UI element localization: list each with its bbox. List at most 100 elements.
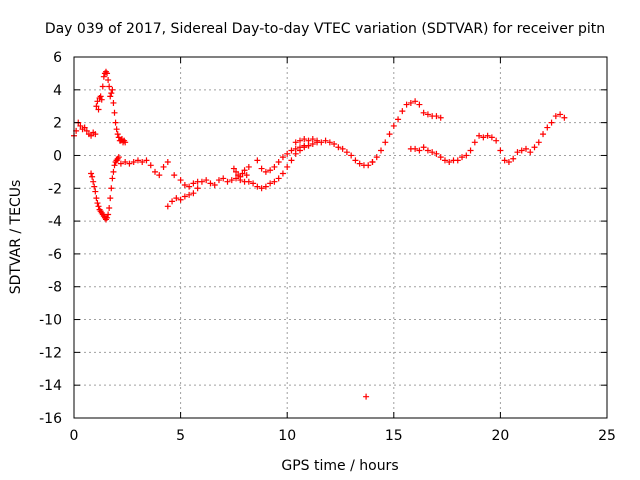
data-point	[275, 159, 282, 166]
data-point	[343, 149, 350, 156]
data-point	[111, 162, 118, 169]
data-point	[531, 144, 538, 151]
x-tick-label: 5	[176, 428, 185, 444]
data-point	[177, 196, 184, 203]
data-point	[203, 177, 210, 184]
data-point	[433, 150, 440, 157]
data-series	[292, 136, 321, 146]
data-point	[395, 116, 402, 123]
data-point	[279, 170, 286, 177]
data-point	[292, 145, 299, 152]
data-point	[369, 159, 376, 166]
data-point	[115, 134, 122, 141]
data-point	[186, 183, 193, 190]
data-point	[420, 109, 427, 116]
data-point	[254, 183, 261, 190]
data-point	[275, 175, 282, 182]
data-point	[245, 178, 252, 185]
y-tick-label: 4	[53, 83, 62, 99]
data-point	[339, 145, 346, 152]
data-point	[373, 154, 380, 161]
data-point	[314, 137, 321, 144]
data-point	[522, 145, 529, 152]
x-axis-label: GPS time / hours	[281, 458, 398, 474]
y-tick-label: -12	[39, 345, 62, 361]
y-axis-label: SDTVAR / TECUs	[8, 180, 24, 295]
data-point	[288, 157, 295, 164]
data-point	[104, 214, 111, 221]
grid	[74, 57, 607, 418]
data-point	[190, 180, 197, 187]
data-point	[99, 83, 106, 90]
data-point	[77, 122, 84, 129]
data-point	[107, 93, 114, 100]
data-point	[527, 149, 534, 156]
x-tick-label: 15	[385, 428, 403, 444]
data-point	[454, 157, 461, 164]
data-point	[258, 165, 265, 172]
data-point	[95, 106, 102, 113]
data-point	[105, 76, 112, 83]
data-point	[378, 147, 385, 154]
data-point	[318, 139, 325, 146]
data-point	[505, 159, 512, 166]
data-point	[122, 159, 129, 166]
data-point	[224, 178, 231, 185]
data-point	[92, 131, 99, 138]
data-series	[113, 157, 171, 179]
data-point	[254, 157, 261, 164]
data-series	[230, 163, 252, 180]
y-tick-label: -6	[48, 247, 62, 263]
data-point	[561, 114, 568, 121]
x-tick-label: 0	[70, 428, 79, 444]
data-point	[322, 137, 329, 144]
data-point	[98, 96, 105, 103]
data-point	[81, 124, 88, 131]
data-point	[171, 172, 178, 179]
data-point	[484, 132, 491, 139]
data-point	[535, 139, 542, 146]
data-point	[100, 73, 107, 80]
data-point	[233, 168, 240, 175]
data-point	[540, 131, 547, 138]
data-point	[186, 191, 193, 198]
data-point	[147, 162, 154, 169]
data-point	[113, 126, 120, 133]
y-tick-label: -14	[39, 378, 62, 394]
data-point	[169, 198, 176, 205]
data-point	[104, 70, 111, 77]
y-tick-label: -8	[48, 280, 62, 296]
x-tick-label: 10	[278, 428, 296, 444]
data-point	[424, 111, 431, 118]
data-point	[181, 181, 188, 188]
data-point	[207, 180, 214, 187]
data-point	[94, 200, 101, 207]
y-tick-label: -16	[39, 411, 62, 427]
data-point	[544, 124, 551, 131]
plot-frame	[73, 56, 608, 419]
data-point	[301, 136, 308, 143]
data-series	[71, 68, 129, 146]
y-tick-label: 0	[53, 148, 62, 164]
data-point	[113, 157, 120, 164]
data-point	[108, 90, 115, 97]
data-point	[243, 172, 250, 179]
data-point	[89, 173, 96, 180]
data-point	[106, 83, 113, 90]
data-point	[386, 131, 393, 138]
data-point	[88, 132, 95, 139]
x-tick-label: 20	[491, 428, 509, 444]
data-point	[237, 173, 244, 180]
data-point	[497, 147, 504, 154]
data-point	[194, 185, 201, 192]
data-point	[83, 127, 90, 134]
data-point	[416, 147, 423, 154]
data-point	[262, 168, 269, 175]
data-point	[493, 137, 500, 144]
data-point	[403, 101, 410, 108]
data-point	[94, 98, 101, 105]
data-point	[424, 147, 431, 154]
data-point	[352, 157, 359, 164]
